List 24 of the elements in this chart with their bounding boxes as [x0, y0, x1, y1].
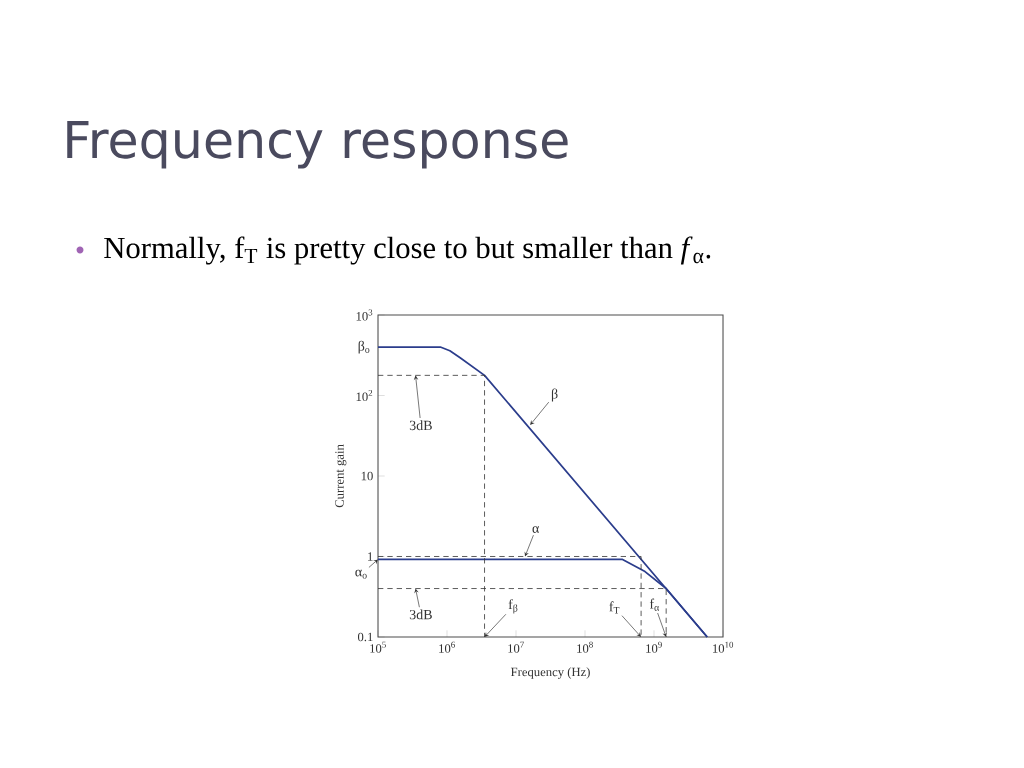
chart-title: Frequency response: [67, 121, 568, 169]
annotation: β: [551, 388, 558, 402]
annotation: f$_{β}$: [508, 599, 518, 614]
x-tick-label: 10$^{6}$: [439, 641, 455, 653]
x-tick-label: 10$^{10}$: [713, 641, 734, 653]
annotation: 3dB: [409, 609, 432, 620]
y-tick-label: 1: [368, 552, 373, 561]
chart-subtitle: Normally, f$_{T}$ is pretty close to but smaller than f$_{α}$.: [104, 236, 711, 265]
y-tick-label: 0.1: [357, 632, 373, 642]
annotation: f$_{T}$: [609, 601, 620, 614]
y-tick-label: 10$^{2}$: [356, 389, 373, 402]
y-tick-label: 10$^{3}$: [356, 309, 373, 321]
y-axis-title: Current gain: [335, 444, 347, 508]
annotation: α: [532, 526, 540, 533]
annotation: f$_{α}$: [649, 598, 660, 611]
x-axis-title: Frequency (Hz): [510, 667, 590, 679]
x-tick-label: 10$^{8}$: [577, 641, 593, 653]
annotation: β$_{o}$: [358, 340, 370, 354]
annotation: α$_{o}$: [355, 569, 367, 579]
x-tick-label: 10$^{9}$: [646, 641, 662, 653]
annotation: 3dB: [409, 420, 432, 431]
x-tick-label: 10$^{7}$: [508, 641, 524, 653]
x-tick-label: 10$^{5}$: [370, 641, 386, 653]
y-tick-label: 10: [361, 471, 373, 481]
